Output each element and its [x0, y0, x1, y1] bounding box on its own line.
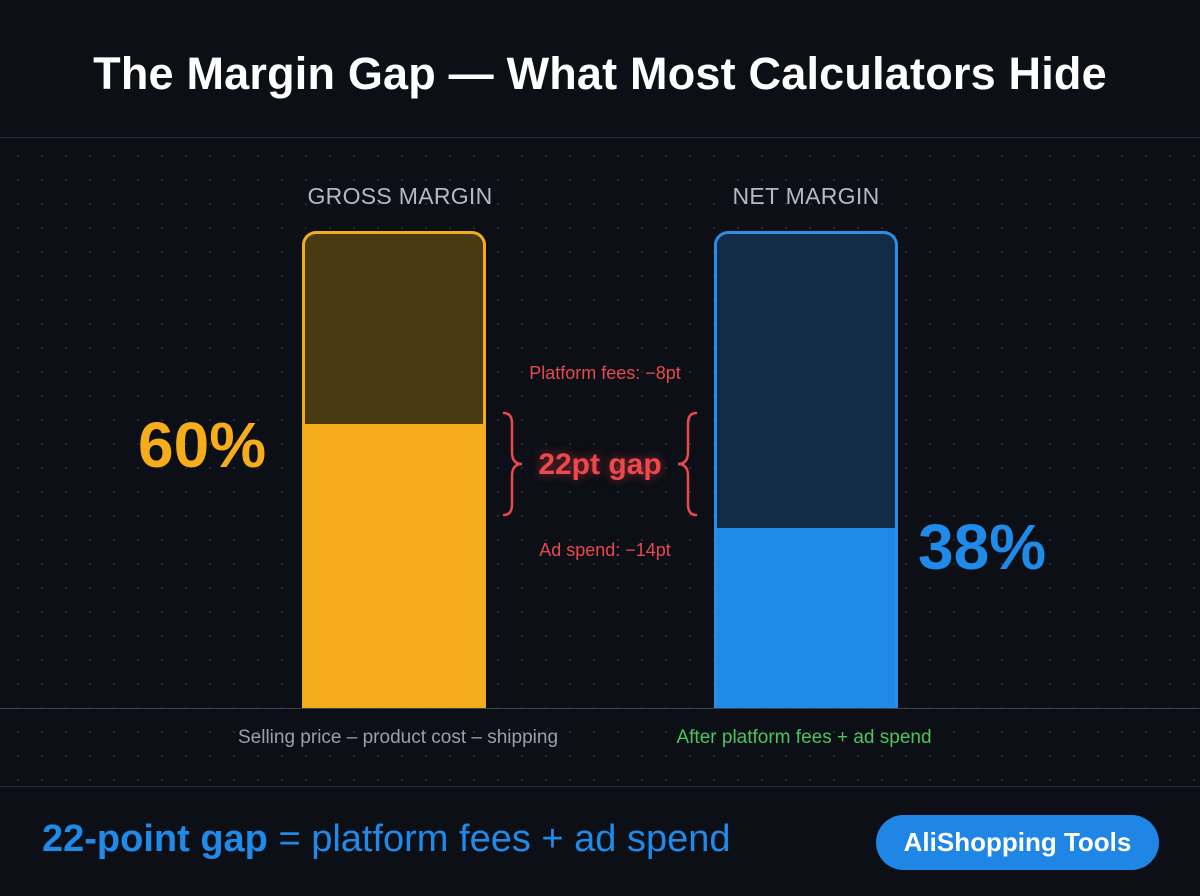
net-margin-bar-fill: [717, 528, 895, 708]
gross-margin-value: 60%: [138, 409, 267, 481]
footer-summary: 22-point gap = platform fees + ad spend: [42, 818, 731, 861]
page-title: The Margin Gap — What Most Calculators H…: [93, 48, 1107, 99]
ad-spend-annotation: Ad spend: −14pt: [539, 540, 671, 560]
dotted-background: [0, 138, 1200, 786]
gap-annotation: 22pt gap: [538, 448, 662, 481]
footer-rest: = platform fees + ad spend: [267, 818, 731, 860]
chart-baseline: [0, 708, 1200, 709]
net-margin-label: NET MARGIN: [732, 183, 880, 209]
right-brace-icon: [677, 411, 698, 517]
gross-margin-bar-fill: [305, 424, 483, 708]
left-brace-icon: [502, 411, 523, 517]
platform-fees-annotation: Platform fees: −8pt: [529, 363, 681, 383]
net-margin-value: 38%: [918, 511, 1047, 583]
footer-divider: [0, 786, 1200, 787]
net-margin-description: After platform fees + ad spend: [676, 727, 932, 748]
gross-margin-description: Selling price – product cost – shipping: [237, 727, 559, 748]
gross-margin-bar: [302, 231, 486, 708]
net-margin-bar: [714, 231, 898, 708]
header-divider: [0, 137, 1200, 138]
gross-margin-label: GROSS MARGIN: [307, 183, 493, 209]
footer-highlight: 22-point gap: [42, 818, 268, 860]
brand-badge: AliShopping Tools: [876, 815, 1159, 870]
